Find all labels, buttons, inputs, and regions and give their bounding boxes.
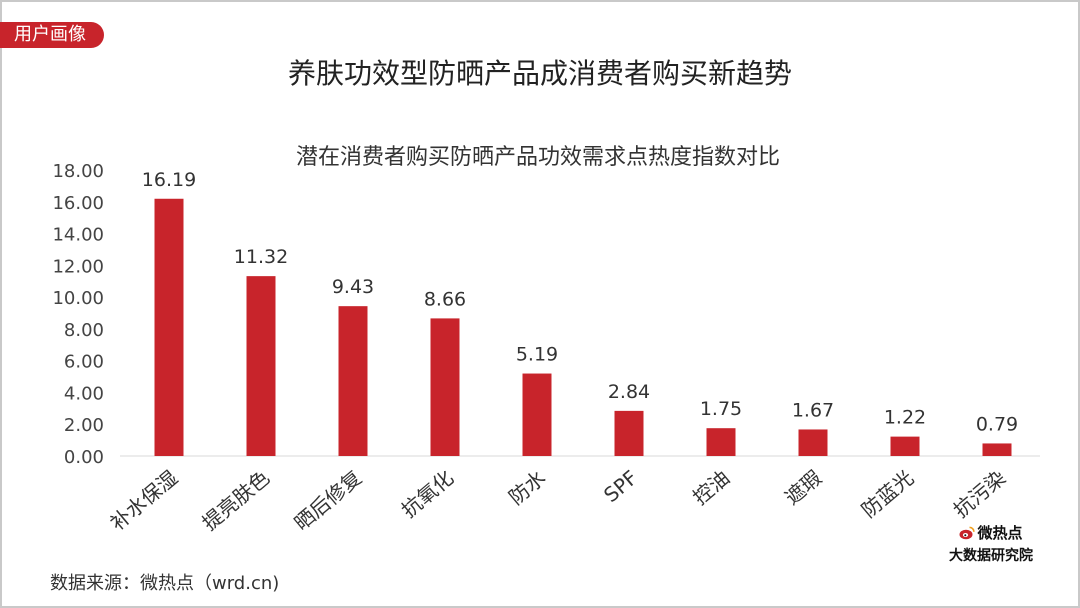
bar-value-label: 2.84: [608, 381, 650, 403]
x-category-label: SPF: [599, 465, 642, 507]
y-tick-label: 10.00: [52, 288, 104, 309]
bar: [522, 373, 552, 456]
bar-value-label: 1.22: [884, 407, 926, 429]
y-tick-label: 18.00: [52, 161, 104, 182]
bar: [338, 306, 368, 456]
bar: [430, 318, 460, 456]
bar: [890, 436, 920, 456]
weibo-icon: [959, 526, 976, 539]
brand-subtitle: 大数据研究院: [949, 548, 1033, 564]
bar-value-label: 8.66: [424, 288, 466, 310]
x-category-label: 晒后修复: [290, 465, 367, 535]
bar: [982, 443, 1012, 456]
bar-value-label: 11.32: [234, 246, 288, 268]
bar-value-label: 1.75: [700, 398, 742, 420]
bar-value-label: 5.19: [516, 344, 558, 366]
x-category-label: 控油: [688, 465, 734, 509]
x-category-label: 抗污染: [949, 465, 1010, 522]
x-category-label: 防蓝光: [857, 465, 918, 522]
x-category-label: 提亮肤色: [198, 465, 275, 535]
bar: [246, 276, 276, 456]
chart-title: 潜在消费者购买防晒产品功效需求点热度指数对比: [296, 145, 780, 170]
x-category-label: 补水保湿: [106, 465, 183, 535]
y-tick-label: 14.00: [52, 225, 104, 246]
brand-logo: 微热点 大数据研究院: [936, 522, 1046, 565]
x-category-label: 遮瑕: [780, 465, 826, 509]
bar: [798, 429, 828, 456]
bar: [154, 198, 184, 456]
bar: [706, 428, 736, 456]
x-category-label: 防水: [504, 465, 550, 509]
bar-chart: 潜在消费者购买防晒产品功效需求点热度指数对比 0.00 2.00 4.00 6.00 8…: [52, 145, 1040, 535]
y-tick-label: 6.00: [64, 352, 104, 373]
page-title: 养肤功效型防晒产品成消费者购买新趋势: [287, 57, 792, 90]
bar-value-label: 16.19: [142, 169, 196, 191]
y-tick-label: 2.00: [64, 415, 104, 436]
brand-name: 微热点: [977, 524, 1023, 542]
data-source: 数据来源：微热点（wrd.cn): [50, 573, 280, 594]
y-tick-label: 16.00: [52, 193, 104, 214]
bar-value-label: 9.43: [332, 276, 374, 298]
y-tick-label: 8.00: [64, 320, 104, 341]
y-tick-label: 4.00: [64, 383, 104, 404]
bar: [614, 410, 644, 456]
bar-value-label: 0.79: [976, 413, 1018, 435]
x-category-label: 抗氧化: [397, 465, 458, 522]
y-tick-label: 12.00: [52, 256, 104, 277]
y-tick-label: 0.00: [64, 447, 104, 468]
bar-value-label: 1.67: [792, 399, 834, 421]
section-tag: 用户画像: [0, 22, 104, 48]
